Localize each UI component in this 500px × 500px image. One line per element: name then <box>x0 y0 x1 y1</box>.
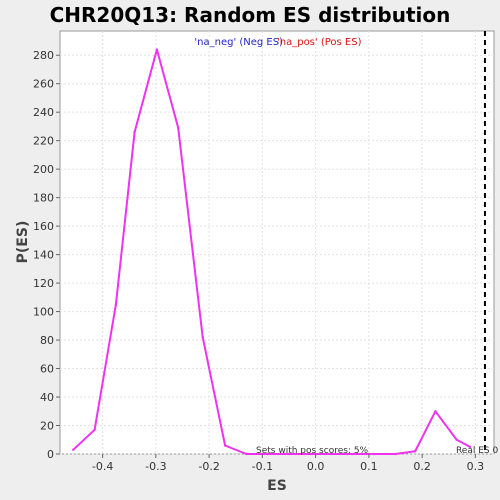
y-tick-label: 260 <box>33 78 54 91</box>
x-tick-label: -0.4 <box>92 460 113 473</box>
x-tick-label: 0.1 <box>360 460 378 473</box>
y-tick-label: 60 <box>40 363 54 376</box>
y-tick-label: 200 <box>33 163 54 176</box>
legend-entry-neg: 'na_neg' (Neg ES) <box>194 37 283 48</box>
series-line <box>72 48 471 455</box>
data-point <box>287 452 291 456</box>
pos-scores-annotation: Sets with pos scores: 5% <box>256 446 369 456</box>
y-tick-label: 80 <box>40 334 54 347</box>
data-point <box>394 452 397 456</box>
data-point <box>72 448 75 451</box>
data-point <box>201 336 204 339</box>
data-point <box>330 452 333 456</box>
data-point <box>455 438 458 441</box>
data-point <box>434 410 437 413</box>
y-tick-label: 0 <box>47 448 54 461</box>
data-point <box>245 452 248 456</box>
data-point <box>177 126 180 130</box>
x-tick-label: -0.2 <box>198 460 219 473</box>
y-tick-label: 280 <box>33 49 54 62</box>
y-tick-label: 120 <box>33 277 54 290</box>
y-tick-label: 140 <box>33 249 54 262</box>
y-tick-label: 180 <box>33 192 54 205</box>
data-point <box>93 428 96 431</box>
legend-entry-pos: 'na_pos' (Pos ES) <box>277 37 362 48</box>
x-axis-label: ES <box>267 478 287 494</box>
y-tick-label: 160 <box>33 220 54 233</box>
x-tick-label: -0.1 <box>252 460 273 473</box>
x-tick-label: 0.2 <box>413 460 431 473</box>
data-point <box>155 48 159 51</box>
data-point <box>351 452 355 456</box>
y-tick-label: 40 <box>40 391 54 404</box>
axes: 0 20 40 60 80 100 120 140 160 180 200 220 240 260 280 -… <box>33 49 484 473</box>
data-point <box>266 452 269 456</box>
x-tick-label: 0.0 <box>307 460 325 473</box>
data-point <box>114 303 118 306</box>
data-point <box>133 130 136 134</box>
series-layer: Real ES 0 <box>72 31 498 456</box>
data-point <box>309 452 312 456</box>
y-axis-label: P(ES) <box>15 221 31 264</box>
real-es-label: Real ES 0 <box>456 446 499 456</box>
x-tick-label: 0.3 <box>467 460 485 473</box>
y-tick-label: 240 <box>33 106 54 119</box>
y-tick-label: 220 <box>33 135 54 148</box>
y-tick-label: 20 <box>40 420 54 433</box>
grid <box>60 31 494 455</box>
x-tick-label: -0.3 <box>145 460 166 473</box>
y-tick-label: 100 <box>33 306 54 319</box>
data-point <box>468 445 472 449</box>
plot-area <box>59 30 495 455</box>
data-point <box>223 444 227 447</box>
chart-title: CHR20Q13: Random ES distribution <box>50 3 451 27</box>
data-point <box>372 452 376 456</box>
data-point <box>413 449 417 453</box>
